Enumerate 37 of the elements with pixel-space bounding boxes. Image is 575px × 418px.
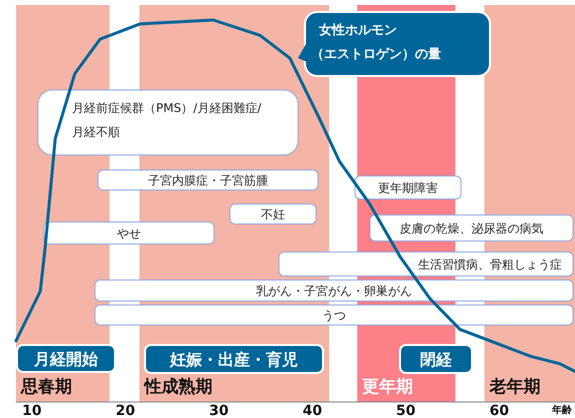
annotation: 皮膚の乾燥、泌尿器の病気 bbox=[370, 214, 574, 242]
x-tick-label: 30 bbox=[209, 403, 229, 418]
band-label: 更年期 bbox=[362, 377, 414, 397]
annotation: 妊娠・出産・育児 bbox=[169, 350, 298, 370]
annotation: 不妊 bbox=[261, 208, 285, 222]
x-axis-title: 年齢 bbox=[551, 404, 573, 416]
annotation: 更年期障害 bbox=[378, 181, 438, 196]
annotation: 月経前症候群（PMS）/月経困難症/ bbox=[72, 101, 262, 115]
annotation: 不妊 bbox=[230, 204, 316, 224]
x-tick-label: 10 bbox=[22, 403, 42, 418]
annotation: やせ bbox=[117, 226, 141, 241]
x-tick-label: 20 bbox=[116, 403, 136, 418]
band-label: 老年期 bbox=[488, 377, 540, 397]
annotation: 月経開始 bbox=[16, 344, 116, 373]
annotation: 生活習慣病、骨粗しょう症 bbox=[418, 258, 562, 272]
x-tick-label: 60 bbox=[490, 403, 510, 418]
annotation: 乳がん・子宮がん・卵巣がん bbox=[94, 280, 574, 302]
annotation: 生活習慣病、骨粗しょう症 bbox=[278, 252, 574, 276]
annotation: （エストロゲン）の量 bbox=[311, 47, 441, 62]
annotation: 子宮内膜症・子宮筋腫 bbox=[98, 170, 318, 190]
x-tick-label: 50 bbox=[396, 403, 416, 418]
annotation: うつ bbox=[322, 308, 346, 323]
annotation: 月経不順 bbox=[72, 125, 120, 139]
annotation: 閉経 bbox=[399, 344, 473, 374]
annotation: うつ bbox=[94, 304, 574, 326]
annotation: 妊娠・出産・育児 bbox=[144, 344, 324, 374]
annotation: 女性ホルモン bbox=[318, 23, 397, 38]
x-tick-label: 40 bbox=[302, 403, 322, 418]
annotation: 乳がん・子宮がん・卵巣がん bbox=[256, 284, 412, 298]
annotation: やせ bbox=[44, 222, 214, 244]
band-label: 思春期 bbox=[20, 377, 72, 397]
annotation: 月経開始 bbox=[33, 350, 99, 369]
annotation: 皮膚の乾燥、泌尿器の病気 bbox=[400, 222, 544, 236]
annotation: 更年期障害 bbox=[354, 176, 462, 200]
band-label: 性成熟期 bbox=[143, 377, 212, 397]
annotation: 子宮内膜症・子宮筋腫 bbox=[148, 174, 268, 188]
annotation: 閉経 bbox=[420, 350, 453, 370]
